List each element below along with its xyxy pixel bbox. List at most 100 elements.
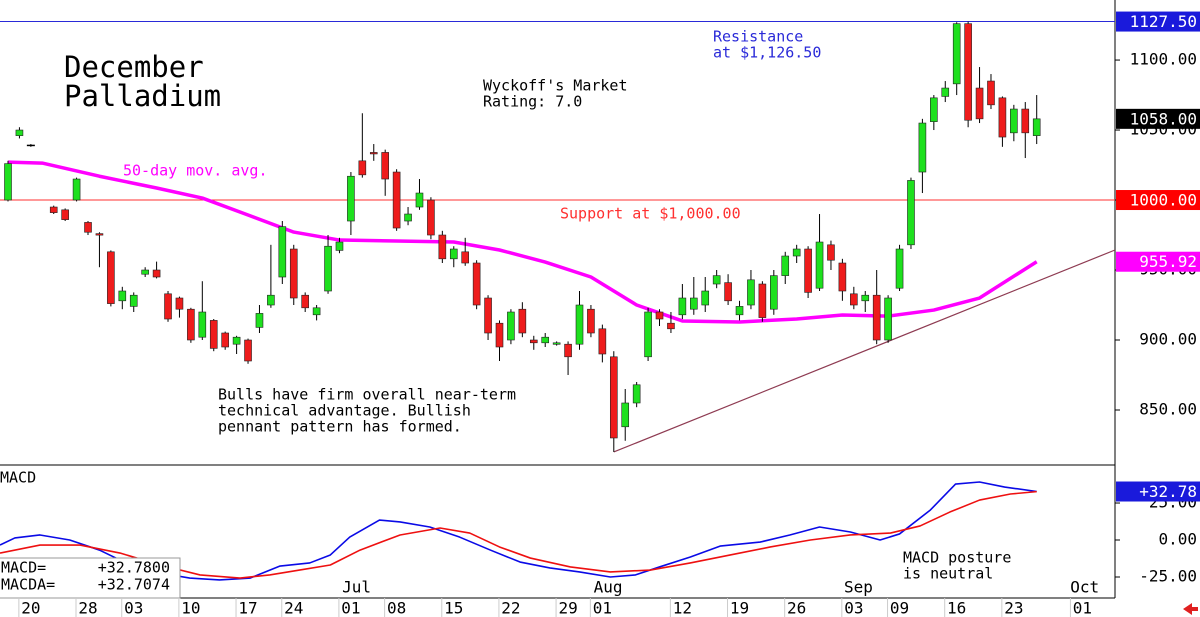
chart-title: Palladium (64, 79, 221, 113)
price-flag (1116, 481, 1200, 502)
macd-note: is neutral (903, 565, 993, 583)
candle-body (484, 297, 492, 334)
candle-body (918, 122, 927, 173)
candle-body (107, 251, 115, 304)
candle-body (301, 294, 309, 309)
candle-body (335, 241, 344, 251)
candle-body (164, 293, 172, 320)
candle-body (701, 290, 710, 306)
candle-body (872, 294, 881, 341)
candle-body (975, 87, 984, 120)
candle-body (255, 313, 264, 328)
candle-body (381, 152, 389, 180)
candle-body (952, 23, 961, 85)
candle-body (781, 255, 790, 276)
candle-body (987, 80, 995, 106)
legend-name: MACDA= (1, 576, 55, 594)
y-tick-label: 900.00 (1139, 330, 1197, 349)
x-tick-label: 15 (444, 599, 463, 617)
candle-body (575, 304, 584, 345)
candle-body (152, 269, 161, 278)
candle-body (15, 129, 24, 136)
candle-body (644, 311, 652, 358)
month-label: Sep (844, 578, 873, 597)
candle-body (278, 226, 287, 278)
candle-body (712, 275, 721, 285)
legend-name: MACD= (1, 559, 46, 577)
candle-body (347, 175, 355, 222)
candle-body (587, 308, 595, 334)
legend-value: +32.7800 (98, 559, 170, 577)
candle-body (529, 339, 538, 344)
candle-body (84, 222, 92, 233)
commentary: Bulls have firm overall near-term (218, 386, 516, 404)
trendline (613, 249, 1116, 453)
candle-body (792, 248, 801, 257)
candle-body (552, 342, 561, 345)
candle-body (209, 320, 218, 349)
x-tick-label: 23 (1004, 599, 1023, 617)
price-flag-label: 1000.00 (1130, 191, 1197, 210)
candle-body (324, 245, 332, 292)
candle-body (4, 163, 12, 201)
x-tick-label: 08 (387, 599, 406, 617)
candle-body (850, 293, 858, 306)
candle-body (267, 294, 275, 306)
x-tick-label: 20 (21, 599, 40, 617)
price-flag (1116, 251, 1200, 272)
candle-body (289, 248, 298, 299)
candle-body (198, 311, 207, 338)
price-flag (1116, 190, 1200, 211)
candle-body (518, 308, 527, 334)
candle-body (415, 192, 424, 208)
candle-body (61, 209, 69, 220)
candle-body (438, 234, 447, 260)
candle-body (667, 322, 675, 330)
resistance-note: at $1,126.50 (713, 44, 821, 62)
macd-line (0, 490, 1037, 579)
candle-body (678, 297, 687, 316)
price-flag-label: 1127.50 (1130, 12, 1197, 31)
month-label: Oct (1070, 578, 1099, 597)
x-tick-label: 17 (238, 599, 257, 617)
candle-body (449, 248, 458, 260)
x-tick-label: 19 (730, 599, 749, 617)
x-tick-label: 01 (341, 599, 360, 617)
y-tick-label: 0.00 (1158, 530, 1197, 549)
candle-body (427, 199, 435, 236)
candle-body (747, 279, 755, 306)
candle-body (690, 297, 698, 310)
candle-body (827, 244, 835, 261)
candle-body (598, 328, 607, 355)
support-note: Support at $1,000.00 (560, 205, 741, 223)
candle-body (564, 343, 572, 358)
x-tick-label: 12 (673, 599, 692, 617)
candle-body (495, 322, 504, 348)
moving-average (7, 160, 1038, 324)
candle-body (1021, 108, 1030, 134)
candle-body (758, 283, 767, 318)
legend-value: +32.7074 (98, 576, 170, 594)
candle-body (1010, 108, 1018, 134)
x-tick-label: 01 (593, 599, 612, 617)
resistance-note: Resistance (713, 28, 803, 46)
month-label: Jul (342, 578, 371, 597)
candle-body (244, 339, 252, 362)
y-tick-label: 1100.00 (1130, 50, 1197, 69)
scroll-arrow[interactable] (1183, 603, 1198, 615)
candle-body (804, 248, 812, 293)
candle-body (838, 262, 847, 292)
rating-note: Rating: 7.0 (483, 93, 582, 111)
candle-body (72, 178, 81, 201)
candle-body (724, 282, 732, 302)
candle-body (118, 290, 127, 302)
price-flag-label: 1058.00 (1130, 109, 1197, 128)
candle-body (472, 262, 481, 306)
x-tick-label: 03 (124, 599, 143, 617)
candle-body (312, 307, 321, 316)
month-label: Aug (594, 578, 623, 597)
candle-body (507, 311, 515, 341)
x-tick-label: 09 (890, 599, 909, 617)
candle-body (129, 294, 138, 307)
